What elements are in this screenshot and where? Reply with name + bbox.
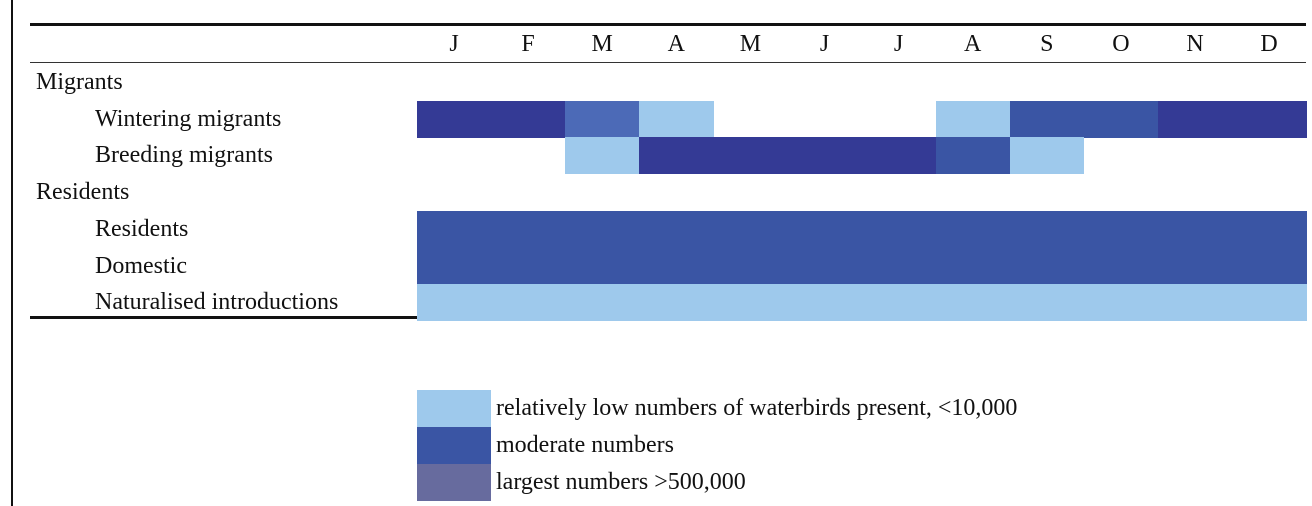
heatmap-cell — [639, 284, 714, 322]
heatmap-cell — [1232, 284, 1307, 322]
legend-label: largest numbers >500,000 — [496, 469, 746, 495]
heatmap-cell — [639, 247, 714, 285]
heatmap-cell — [787, 137, 863, 175]
heatmap-cell — [861, 284, 937, 322]
heatmap-cell — [861, 210, 937, 248]
month-label: J — [893, 31, 904, 57]
heatmap-cell — [1158, 100, 1233, 138]
month-label: S — [1040, 31, 1054, 57]
legend-label: relatively low numbers of waterbirds pre… — [496, 395, 1018, 421]
heatmap-cell — [935, 284, 1011, 322]
row-label: Naturalised introductions — [95, 289, 339, 316]
heatmap-cell — [1009, 100, 1085, 138]
row-label: Residents — [95, 215, 189, 242]
heatmap-cell — [713, 284, 789, 322]
heatmap-cell — [1009, 247, 1085, 285]
heatmap-cell — [713, 247, 789, 285]
month-label: D — [1260, 31, 1278, 57]
heatmap-cell — [861, 247, 937, 285]
heatmap-cell — [565, 210, 640, 248]
heatmap-cell — [565, 137, 640, 175]
heatmap-cell — [1083, 210, 1159, 248]
group-label: Residents — [36, 179, 130, 206]
heatmap-cell — [1083, 247, 1159, 285]
month-label: A — [964, 31, 982, 57]
row-label: Wintering migrants — [95, 105, 282, 132]
heatmap-cell — [491, 210, 566, 248]
heatmap-cell — [1158, 210, 1233, 248]
heatmap-cell — [417, 247, 492, 285]
row-label: Breeding migrants — [95, 142, 273, 169]
heatmap-cell — [417, 210, 492, 248]
heatmap-cell — [639, 210, 714, 248]
heatmap-cell — [565, 247, 640, 285]
heatmap-cell — [417, 100, 492, 138]
heatmap-cell — [1009, 137, 1085, 175]
heatmap-cell — [417, 284, 492, 322]
heatmap-cell — [1009, 284, 1085, 322]
heatmap-cell — [1158, 247, 1233, 285]
table-top-rule — [30, 23, 1306, 26]
heatmap-cell — [491, 284, 566, 322]
heatmap-cell — [787, 284, 863, 322]
month-label: A — [667, 31, 685, 57]
heatmap-cell — [713, 210, 789, 248]
heatmap-cell — [935, 210, 1011, 248]
heatmap-cell — [787, 210, 863, 248]
heatmap-cell — [1083, 284, 1159, 322]
heatmap-cell — [935, 247, 1011, 285]
heatmap-cell — [861, 137, 937, 175]
heatmap-cell — [1158, 284, 1233, 322]
month-label: M — [739, 31, 762, 57]
heatmap-cell — [1232, 210, 1307, 248]
heatmap-cell — [639, 100, 714, 138]
row-label: Domestic — [95, 252, 187, 279]
heatmap-cell — [935, 100, 1011, 138]
month-label: J — [449, 31, 459, 57]
legend-swatch — [417, 427, 491, 464]
left-border — [11, 0, 13, 506]
heatmap-cell — [1232, 100, 1307, 138]
legend-swatch — [417, 390, 491, 427]
legend-swatch — [417, 464, 491, 501]
heatmap-cell — [565, 284, 640, 322]
month-label: M — [591, 31, 613, 57]
heatmap-cell — [491, 100, 566, 138]
heatmap-cell — [1009, 210, 1085, 248]
month-label: J — [819, 31, 830, 57]
group-label: Migrants — [36, 69, 123, 95]
heatmap-cell — [787, 247, 863, 285]
heatmap-cell — [1232, 247, 1307, 285]
heatmap-cell — [935, 137, 1011, 175]
month-label: O — [1112, 31, 1130, 57]
month-label: F — [521, 31, 535, 57]
heatmap-cell — [491, 247, 566, 285]
header-rule — [30, 62, 1306, 63]
month-label: N — [1186, 31, 1204, 57]
heatmap-cell — [639, 137, 714, 175]
heatmap-cell — [565, 100, 640, 138]
heatmap-cell — [1083, 100, 1159, 138]
heatmap-cell — [713, 137, 789, 175]
legend-label: moderate numbers — [496, 432, 674, 458]
